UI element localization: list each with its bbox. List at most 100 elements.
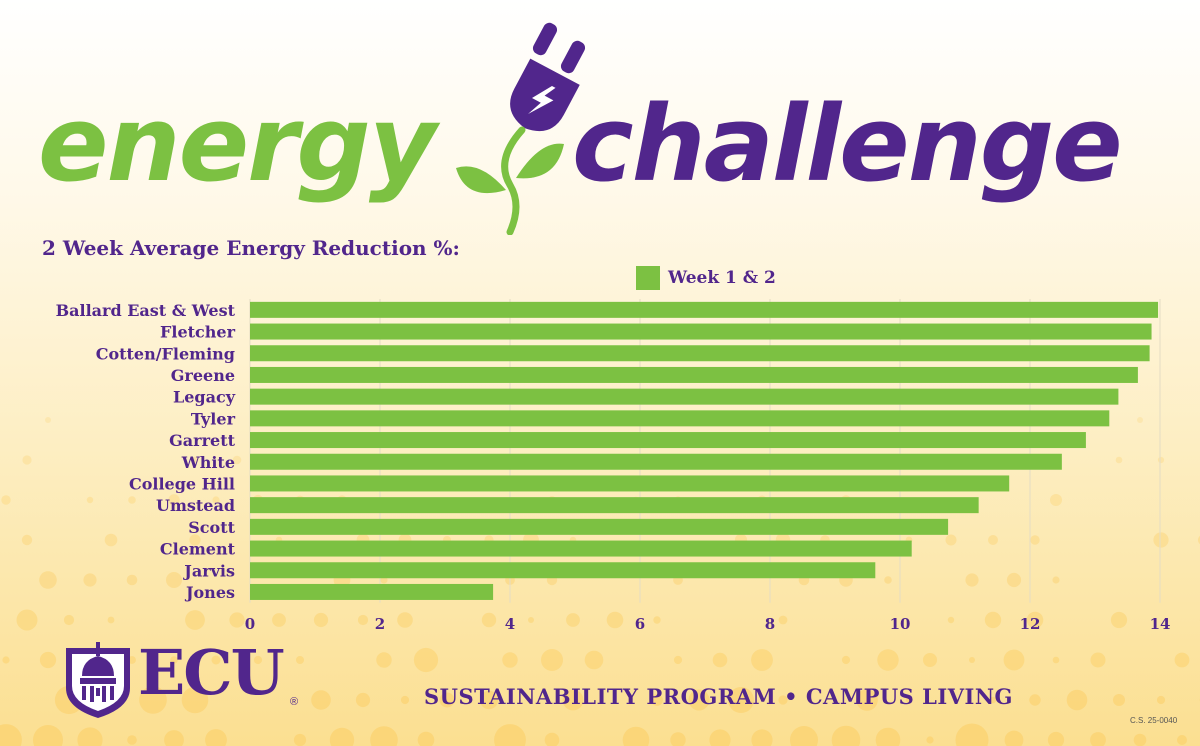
- x-tick-label: 2: [375, 615, 385, 633]
- bar: [250, 301, 1159, 318]
- background-dot: [272, 613, 286, 627]
- background-dot: [1004, 730, 1024, 746]
- background-dot: [877, 649, 899, 671]
- background-dot: [1003, 649, 1025, 671]
- category-label: Clement: [160, 540, 236, 559]
- background-dot: [544, 732, 560, 746]
- registered-mark: ®: [290, 696, 299, 708]
- background-dot: [0, 724, 22, 746]
- bar: [250, 475, 1010, 492]
- background-dot: [841, 655, 851, 665]
- category-label: Jones: [184, 583, 235, 602]
- background-dot: [229, 612, 245, 628]
- bar: [250, 388, 1119, 405]
- background-dot: [479, 690, 499, 710]
- background-dot: [926, 736, 934, 744]
- background-dot: [127, 735, 137, 745]
- background-dot: [400, 695, 410, 705]
- background-dot: [296, 656, 304, 664]
- background-dot: [969, 657, 975, 663]
- x-tick-label: 0: [245, 615, 255, 633]
- background-dot: [584, 650, 604, 670]
- x-tick-label: 10: [890, 615, 911, 633]
- header: energy challenge: [0, 0, 1200, 235]
- background-dot: [185, 610, 205, 630]
- background-dot: [1050, 494, 1062, 506]
- background-dot: [989, 696, 997, 704]
- chart-subtitle: 2 Week Average Energy Reduction %:: [42, 236, 460, 260]
- category-label: Cotten/Fleming: [96, 344, 235, 363]
- background-dot: [164, 730, 184, 746]
- category-label: Scott: [188, 518, 235, 537]
- bar: [250, 518, 949, 535]
- background-dot: [128, 496, 136, 504]
- background-dot: [166, 572, 182, 588]
- background-dot: [397, 612, 413, 628]
- background-dot: [33, 725, 63, 746]
- background-dot: [376, 652, 392, 668]
- bar: [250, 453, 1062, 470]
- background-dot: [884, 576, 892, 584]
- background-dot: [566, 613, 580, 627]
- bar: [250, 410, 1110, 427]
- background-dot: [1047, 731, 1065, 746]
- background-dot: [413, 647, 439, 673]
- background-dot: [1090, 652, 1106, 668]
- background-dot: [856, 689, 878, 711]
- background-dot: [181, 686, 209, 714]
- background-dot: [1, 495, 11, 505]
- background-dot: [1197, 535, 1200, 545]
- background-dot: [253, 655, 263, 665]
- background-dot: [313, 612, 329, 628]
- background-dot: [126, 574, 138, 586]
- legend-swatch: [636, 266, 660, 290]
- background-dot: [673, 655, 683, 665]
- document-code: C.S. 25-0040: [1130, 716, 1178, 725]
- background-dot: [104, 533, 118, 547]
- background-dot: [107, 616, 115, 624]
- background-dot: [622, 726, 650, 746]
- x-tick-label: 14: [1150, 615, 1171, 633]
- background-dot: [481, 612, 497, 628]
- x-tick-label: 6: [635, 615, 645, 633]
- x-tick-label: 8: [765, 615, 775, 633]
- background-dot: [751, 649, 773, 671]
- chart-legend: Week 1 & 2: [636, 266, 776, 290]
- category-label: Fletcher: [160, 323, 236, 342]
- background-dot: [83, 573, 97, 587]
- category-label: White: [181, 453, 235, 472]
- background-dot: [355, 692, 371, 708]
- background-dot: [562, 689, 584, 711]
- category-label: Ballard East & West: [56, 301, 236, 320]
- legend-label: Week 1 & 2: [668, 268, 776, 288]
- background-dot: [232, 455, 242, 465]
- background-dot: [1052, 576, 1060, 584]
- background-dot: [712, 652, 728, 668]
- background-dot: [370, 726, 398, 746]
- background-dot: [1066, 689, 1088, 711]
- background-dot: [139, 686, 167, 714]
- background-dot: [1156, 695, 1166, 705]
- bar: [250, 583, 494, 600]
- background-dot: [329, 727, 355, 746]
- background-dot: [790, 726, 818, 746]
- leaf-icon: [456, 143, 564, 194]
- background-dot: [688, 689, 710, 711]
- background-dot: [1177, 735, 1187, 745]
- category-label: Legacy: [173, 388, 236, 407]
- background-dot: [1174, 652, 1190, 668]
- background-dot: [1113, 694, 1125, 706]
- background-dot: [751, 729, 773, 746]
- background-dot: [1137, 417, 1143, 423]
- category-label: Tyler: [191, 409, 236, 428]
- background-dot: [502, 652, 518, 668]
- background-dot: [1026, 611, 1044, 629]
- background-dot: [168, 494, 180, 506]
- background-dot: [16, 609, 38, 631]
- background-dot: [39, 651, 57, 669]
- background-dot: [212, 496, 220, 504]
- x-tick-label: 4: [505, 615, 515, 633]
- title-word-energy: energy: [38, 83, 437, 205]
- background-dot: [778, 615, 788, 625]
